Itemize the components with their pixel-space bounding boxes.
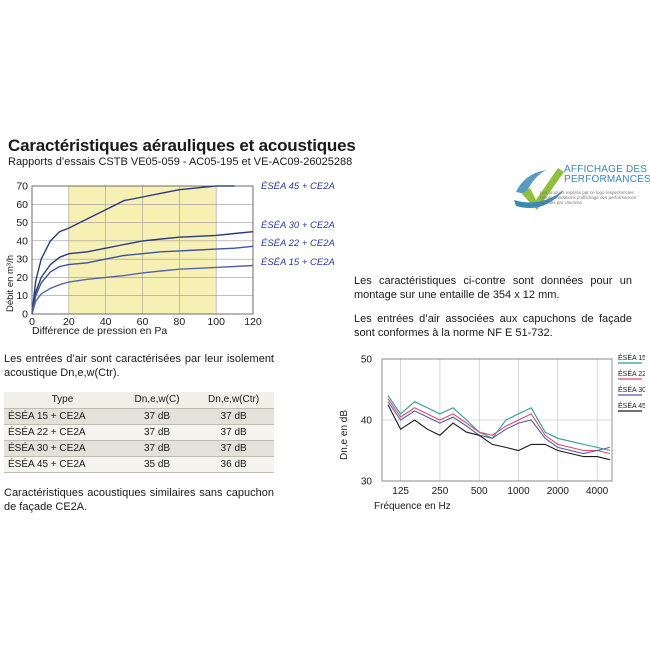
page-subtitle: Rapports d’essais CSTB VE05-059 - AC05-1… [8,156,353,168]
table-row: ÉSÉA 45 + CE2A 35 dB 36 dB [4,456,274,473]
table-cell: 37 dB [193,424,274,441]
legend-label: ÉSÉA 45 [618,401,645,410]
plot-frame [31,185,254,315]
series-line [387,395,610,452]
x-tick-label: 60 [137,316,149,328]
performance-logo: AFFICHAGE DES PERFORMANCES Les produits … [510,160,650,220]
acoustic-x-axis-label: Fréquence en Hz [374,501,451,512]
airflow-y-axis-label: Débit en m³/h [5,255,16,312]
x-tick-label: 20 [63,316,75,328]
table-cell: ÉSÉA 15 + CE2A [4,408,121,425]
characteristics-text: Les caractéristiques ci-contre sont donn… [354,275,632,301]
series-legend-label: ÉSÉA 15 + CE2A [261,257,335,268]
isolation-text: Les entrées d’air sont caractérisées par… [4,353,274,379]
table-cell: ÉSÉA 30 + CE2A [4,440,121,457]
series-line [31,245,254,315]
y-tick-label: 50 [361,355,373,366]
x-tick-label: 250 [432,486,449,497]
logo-title-line2: PERFORMANCES [564,174,650,185]
acoustic-chart: 125 250 500 1000 2000 4000 30 40 50 ÉSÉA 15 ÉSÉA … [339,353,645,512]
acoustic-table: Type Dn,e,w(C) Dn,e,w(Ctr) ÉSÉA 15 + CE2… [4,392,274,473]
y-tick-label: 10 [16,290,28,302]
logo-title: AFFICHAGE DES PERFORMANCES [564,165,650,185]
page-title: Caractéristiques aérauliques et acoustiq… [8,136,356,155]
table-cell: ÉSÉA 22 + CE2A [4,424,121,441]
x-tick-label: 500 [471,486,488,497]
column-header: Type [4,392,121,409]
series-legend-label: ÉSÉA 22 + CE2A [261,238,335,249]
y-tick-label: 50 [16,217,28,229]
x-tick-label: 125 [392,486,409,497]
series-line [31,231,254,315]
column-header: Dn,e,w(C) [120,392,194,409]
series-line [31,185,235,315]
y-tick-label: 30 [16,254,28,266]
capuchons-text: Les entrées d’air associées aux capuchon… [354,313,632,339]
table-cell: 37 dB [120,424,194,441]
table-cell: 37 dB [193,440,274,457]
legend-label: ÉSÉA 30 [618,385,645,394]
similar-characteristics-text: Caractéristiques acoustiques similaires … [4,487,274,513]
table-cell: 35 dB [120,456,194,473]
y-tick-label: 40 [361,416,373,427]
checkmark-swoosh-icon [514,168,564,210]
y-tick-label: 20 [16,272,28,284]
series-line [387,404,610,461]
x-tick-label: 40 [100,316,112,328]
acoustic-y-axis-label: Dn,e en dB [339,410,350,460]
y-tick-label: 40 [16,235,28,247]
y-tick-label: 30 [361,477,373,488]
airflow-chart: 0 20 40 60 80 100 120 0 10 20 30 40 50 60 70 ÉSÉA 45 +… [5,181,335,338]
table-row: ÉSÉA 15 + CE2A 37 dB 37 dB [4,408,274,425]
series-legend-label: ÉSÉA 45 + CE2A [261,181,335,192]
table-cell: 36 dB [193,456,274,473]
table-row: ÉSÉA 22 + CE2A 37 dB 37 dB [4,424,274,441]
legend-label: ÉSÉA 15 [618,353,645,362]
y-tick-label: 0 [22,309,28,321]
x-tick-label: 100 [207,316,225,328]
table-cell: 37 dB [120,440,194,457]
airflow-x-axis-label: Différence de pression en Pa [32,325,167,337]
legend-label: ÉSÉA 22 [618,369,645,378]
table-header-row: Type Dn,e,w(C) Dn,e,w(Ctr) [4,392,274,409]
x-tick-label: 2000 [547,486,570,497]
table-cell: 37 dB [120,408,194,425]
plot-frame [381,358,613,482]
series-line [31,264,254,315]
x-tick-label: 120 [244,316,262,328]
series-line [387,401,610,455]
column-header: Dn,e,w(Ctr) [193,392,274,409]
series-line [387,398,610,455]
series-legend-label: ÉSÉA 30 + CE2A [261,220,335,231]
table-cell: 37 dB [193,408,274,425]
x-tick-label: 80 [173,316,185,328]
table-cell: ÉSÉA 45 + CE2A [4,456,121,473]
y-tick-label: 70 [16,181,28,193]
logo-title-line1: AFFICHAGE DES [564,164,648,175]
logo-note: Les produits repérés par ce logo respect… [540,190,636,205]
table-row: ÉSÉA 30 + CE2A 37 dB 37 dB [4,440,274,457]
y-tick-label: 60 [16,199,28,211]
x-tick-label: 4000 [586,486,609,497]
x-tick-label: 0 [29,316,35,328]
x-tick-label: 1000 [507,486,530,497]
